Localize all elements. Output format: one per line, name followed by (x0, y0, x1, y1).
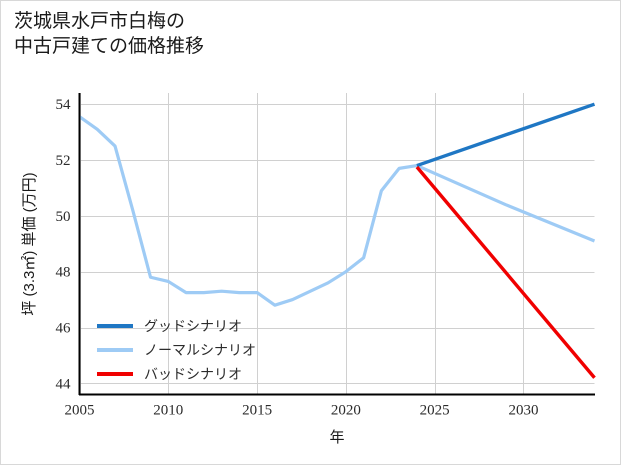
y-axis-title: 坪 (3.3㎡) 単価 (万円) (21, 172, 38, 315)
y-tick-label: 54 (56, 97, 72, 113)
series-line-normal (78, 115, 596, 307)
x-tick-label: 2015 (242, 403, 272, 419)
y-gridlines (79, 104, 595, 384)
legend-label: ノーマルシナリオ (144, 344, 256, 359)
x-tick-label: 2020 (331, 403, 361, 419)
y-tick-label: 52 (56, 153, 71, 169)
x-tick-labels: 2005 2010 2015 2020 2025 2030 (65, 403, 539, 419)
y-tick-label: 44 (56, 376, 72, 392)
x-tick-label: 2030 (508, 403, 538, 419)
chart-title: 茨城県水戸市白梅の 中古戸建ての価格推移 (14, 11, 205, 57)
y-tick-labels: 44 46 48 50 52 54 (56, 97, 72, 392)
legend-label: バッドシナリオ (144, 368, 242, 383)
legend-label: グッドシナリオ (144, 319, 242, 335)
y-axis-title-text: 坪 (3.3㎡) 単価 (万円) (21, 172, 38, 315)
x-tick-label: 2025 (420, 403, 450, 419)
x-axis-title: 年 (329, 429, 344, 446)
series-line-good (416, 102, 596, 168)
series-line-bad (415, 165, 596, 379)
axis-spines (78, 93, 595, 396)
x-tick-label: 2005 (65, 403, 95, 419)
y-tick-label: 50 (56, 209, 71, 225)
legend-item: ノーマルシナリオ (97, 344, 256, 359)
legend-item: グッドシナリオ (97, 319, 242, 335)
y-tick-label: 46 (56, 321, 72, 337)
series-lines (78, 102, 596, 379)
legend-item: バッドシナリオ (97, 368, 242, 383)
y-tick-label: 48 (56, 265, 71, 281)
x-tick-label: 2010 (153, 403, 183, 419)
